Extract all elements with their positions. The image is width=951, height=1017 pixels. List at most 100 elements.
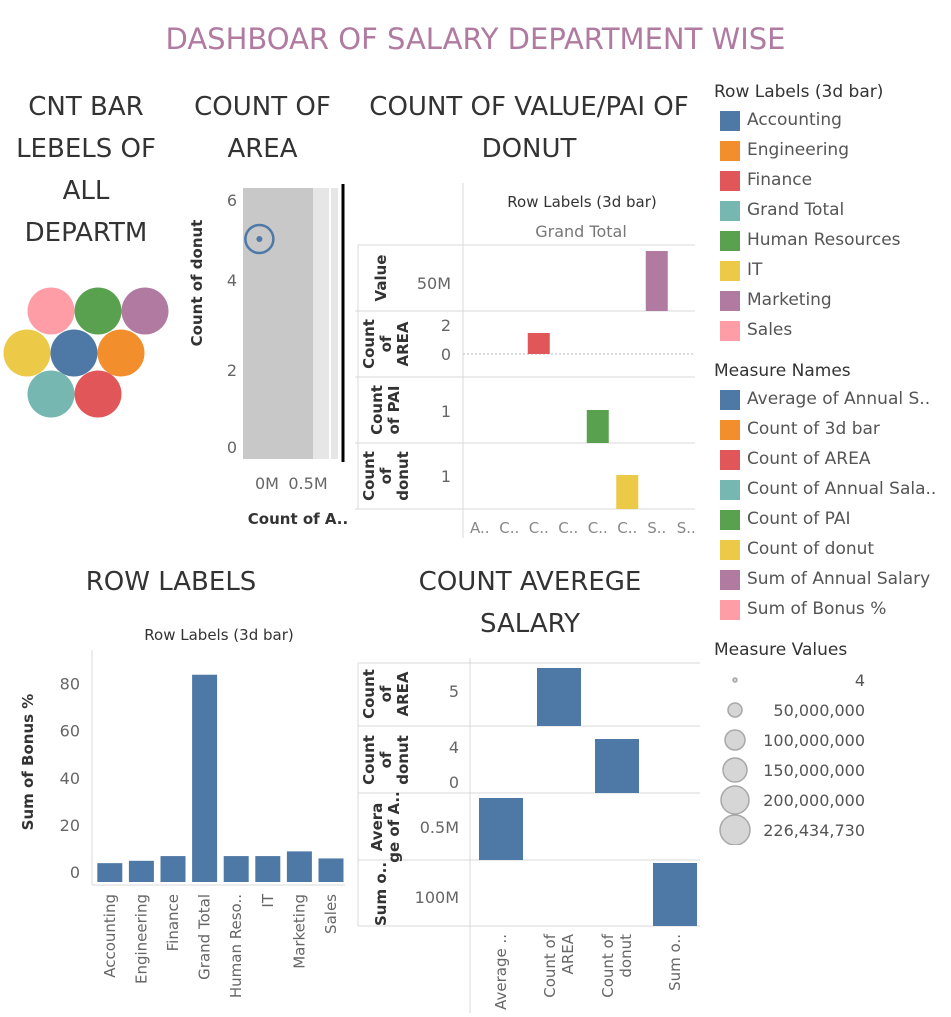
pai-bar[interactable] — [586, 410, 609, 443]
dashboard-title: DASHBOAR OF SALARY DEPARTMENT WISE — [165, 22, 786, 56]
legend-measure-item[interactable]: Count of donut — [718, 539, 948, 563]
rowlabels-bar[interactable] — [223, 856, 249, 882]
pai-row-label: Countof PAI — [368, 385, 403, 435]
legend-size-label: 150,000,000 — [763, 761, 865, 780]
bubble-it[interactable] — [3, 329, 51, 377]
legend-size-circle — [732, 677, 738, 683]
legend-label: Count of PAI — [747, 509, 851, 529]
rowlabels-xtick: Accounting — [101, 894, 119, 978]
legend-swatch — [720, 111, 740, 131]
pai-bar[interactable] — [616, 475, 639, 509]
legend-measure-item[interactable]: Average of Annual S.. — [718, 389, 948, 413]
legend-label: Sum of Bonus % — [747, 599, 887, 619]
avg-tick: 100M — [415, 888, 459, 907]
bubble-accounting[interactable] — [50, 329, 98, 377]
rowlabels-bar[interactable] — [160, 856, 186, 882]
legend-swatch — [720, 600, 740, 620]
rowlabels-bar[interactable] — [97, 863, 123, 882]
legend-swatch — [720, 291, 740, 311]
legend-measure-names-title: Measure Names — [714, 361, 851, 381]
legend-row-item[interactable]: Human Resources — [718, 230, 948, 254]
legend-label: Sum of Annual Salary — [747, 569, 931, 589]
legend-label: IT — [747, 260, 763, 280]
pai-xtick: C.. — [588, 519, 608, 537]
pai-title: COUNT OF VALUE/PAI OF DONUT — [369, 92, 689, 164]
avg-tick: 0.5M — [420, 818, 459, 837]
avg-title: COUNT AVEREGE SALARY — [418, 567, 642, 639]
pai-xtick: C.. — [558, 519, 578, 537]
pai-bar[interactable] — [645, 251, 668, 311]
rowlabels-chart: Row Labels (3d bar) Sum of Bonus % 80 60 4… — [19, 626, 345, 998]
legend-measure-item[interactable]: Count of Annual Sala.. — [718, 479, 948, 503]
avg-row-label: CountofAREA — [360, 669, 412, 719]
rowlabels-bar[interactable] — [255, 856, 281, 882]
legend-row-item[interactable]: Sales — [718, 320, 948, 344]
avg-row-label: Countofdonut — [360, 735, 412, 785]
legend-swatch — [720, 570, 740, 590]
legend-measure-item[interactable]: Sum of Annual Salary — [718, 569, 948, 593]
avg-bar[interactable] — [653, 863, 697, 926]
rowlabels-header: Row Labels (3d bar) — [144, 626, 293, 644]
legend-measure-item[interactable]: Sum of Bonus % — [718, 599, 948, 623]
legend-measure-item[interactable]: Count of 3d bar — [718, 419, 948, 443]
legend-label: Finance — [747, 170, 813, 190]
avg-bar[interactable] — [479, 798, 523, 860]
avg-tick: 0 — [449, 773, 459, 792]
rowlabels-bar[interactable] — [286, 851, 312, 882]
rowlabels-xtick: Sales — [322, 894, 340, 934]
legend-row-item[interactable]: Grand Total — [718, 200, 948, 224]
legend-swatch — [720, 510, 740, 530]
rowlabels-bar[interactable] — [318, 858, 344, 882]
legend-measure-item[interactable]: Count of AREA — [718, 449, 948, 473]
legend-label: Grand Total — [747, 200, 845, 220]
pai-row-label: Countofdonut — [360, 451, 412, 501]
pai-row-label: Value — [372, 255, 390, 302]
bubble-marketing[interactable] — [121, 287, 169, 335]
legend-row-item[interactable]: Accounting — [718, 110, 948, 134]
legend-measure-values-title: Measure Values — [714, 640, 848, 660]
legend-size-label: 50,000,000 — [773, 701, 865, 720]
legend-label: Count of AREA — [747, 449, 871, 469]
legend-swatch — [720, 141, 740, 161]
pai-xtick: A.. — [470, 519, 490, 537]
legend-size-circle — [727, 702, 743, 718]
rowlabels-xtick: Engineering — [132, 894, 150, 984]
legend-row-item[interactable]: Finance — [718, 170, 948, 194]
bubble-finance[interactable] — [74, 370, 122, 418]
legend-label: Human Resources — [747, 230, 901, 250]
bubble-sales[interactable] — [27, 287, 75, 335]
area-ytick: 6 — [227, 191, 237, 210]
legend-label: Marketing — [747, 290, 832, 310]
bubble-grand-total[interactable] — [27, 370, 75, 418]
avg-xtick: Count ofAREA — [541, 933, 577, 998]
avg-chart: CountofAREA Countofdonut Average of A.. … — [357, 658, 700, 1013]
pai-bar[interactable] — [527, 333, 550, 354]
bubbles-title: CNT BAR LEBELS OF ALL DEPARTM — [16, 92, 156, 248]
pai-tick: 50M — [417, 274, 451, 293]
legend-size-label: 100,000,000 — [763, 731, 865, 750]
pai-xtick: C.. — [617, 519, 637, 537]
rowlabels-ytick: 40 — [60, 769, 80, 788]
avg-bar[interactable] — [537, 668, 581, 726]
rowlabels-bar[interactable] — [192, 674, 218, 882]
legend-measure-item[interactable]: Count of PAI — [718, 509, 948, 533]
legend-swatch — [720, 231, 740, 251]
legend-size-circle — [720, 785, 750, 815]
area-ytick: 0 — [227, 438, 237, 457]
legend-swatch — [720, 420, 740, 440]
bubble-human-resources[interactable] — [74, 287, 122, 335]
pai-chart: Row Labels (3d bar) Grand Total Value Co… — [355, 183, 696, 538]
legend-row-item[interactable]: IT — [718, 260, 948, 284]
legend-row-item[interactable]: Marketing — [718, 290, 948, 314]
area-point[interactable] — [244, 223, 275, 255]
avg-bar[interactable] — [595, 739, 639, 793]
legend-label: Count of Annual Sala.. — [747, 479, 937, 499]
rowlabels-xtick: Finance — [164, 894, 182, 951]
legend-size-circle — [722, 757, 748, 783]
pai-tick: 1 — [441, 467, 451, 486]
rowlabels-bar[interactable] — [128, 860, 154, 882]
rowlabels-ytick: 0 — [70, 863, 80, 882]
legend-measure-names: Average of Annual S.. Count of 3d bar Coun… — [718, 389, 951, 629]
bubble-engineering[interactable] — [97, 329, 145, 377]
legend-row-item[interactable]: Engineering — [718, 140, 948, 164]
